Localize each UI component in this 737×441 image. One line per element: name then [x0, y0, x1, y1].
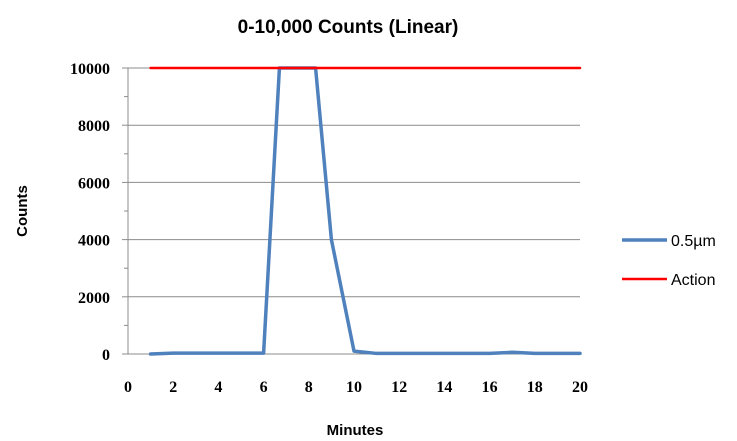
- x-tick-label: 2: [169, 379, 177, 396]
- y-axis-title: Counts: [14, 185, 31, 237]
- x-tick-label: 6: [260, 379, 268, 396]
- x-tick-label: 16: [482, 379, 498, 396]
- x-tick-label: 18: [527, 379, 543, 396]
- y-tick-label: 10000: [70, 61, 110, 78]
- x-tick-label: 12: [391, 379, 407, 396]
- legend-item: 0.5µm: [622, 233, 716, 250]
- x-tick-label: 8: [305, 379, 313, 396]
- x-tick-label: 4: [214, 379, 222, 396]
- series-layer: [148, 66, 582, 356]
- legend-item: Action: [622, 272, 715, 289]
- axes: [122, 67, 580, 355]
- x-tick-label: 14: [436, 379, 452, 396]
- y-tick-labels: 0 2000 4000 6000 8000 10000: [70, 61, 110, 364]
- x-tick-labels: 0 2 4 6 8 10 12 14 16 18 20: [124, 379, 588, 396]
- y-tick-label: 6000: [78, 175, 110, 192]
- legend: 0.5µm Action: [622, 233, 716, 289]
- y-tick-label: 2000: [78, 290, 110, 307]
- series-line-particle: [148, 66, 582, 356]
- y-tick-label: 8000: [78, 118, 110, 135]
- legend-label: 0.5µm: [671, 233, 716, 250]
- x-tick-label: 0: [124, 379, 132, 396]
- y-tick-label: 0: [102, 347, 110, 364]
- chart-title: 0-10,000 Counts (Linear): [238, 17, 459, 38]
- x-tick-label: 20: [572, 379, 588, 396]
- legend-label: Action: [671, 272, 715, 289]
- x-axis-title: Minutes: [327, 422, 384, 439]
- x-tick-label: 10: [346, 379, 362, 396]
- y-tick-label: 4000: [78, 233, 110, 250]
- gridlines: [128, 67, 580, 298]
